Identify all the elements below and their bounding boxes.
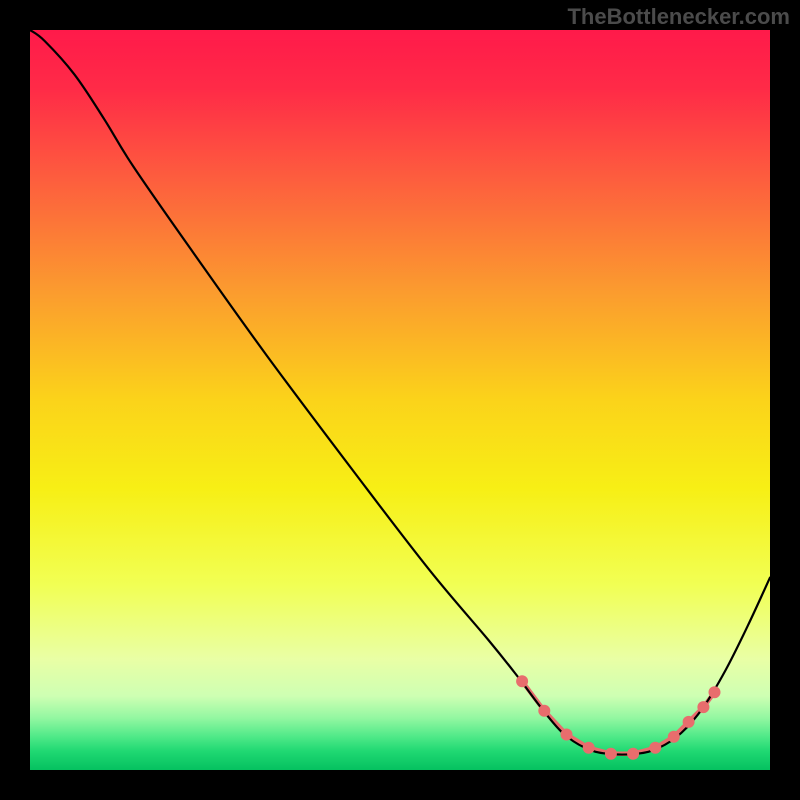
chart-root: TheBottlenecker.com: [0, 0, 800, 800]
attribution-text: TheBottlenecker.com: [567, 4, 790, 30]
chart-svg: [0, 0, 800, 800]
